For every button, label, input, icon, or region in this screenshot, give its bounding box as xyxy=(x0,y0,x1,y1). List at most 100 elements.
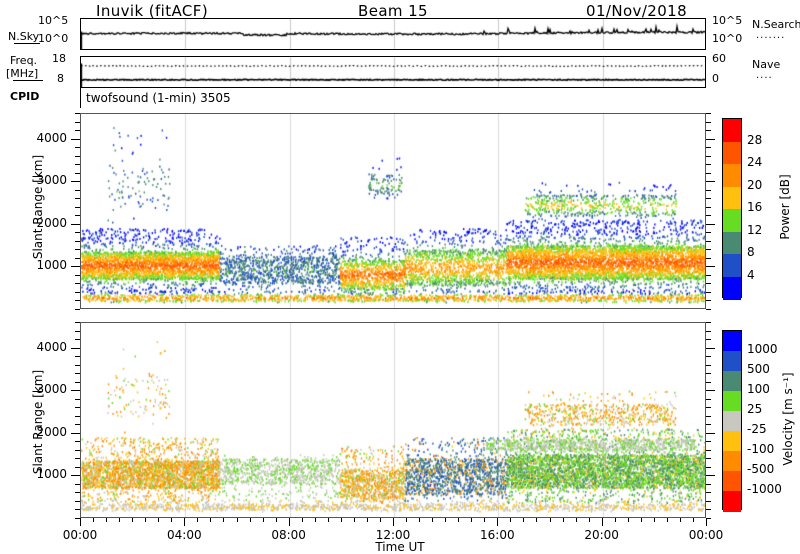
velocity-minor-tick xyxy=(706,458,711,460)
x-minor-tick xyxy=(550,518,551,522)
power-range-time-plot xyxy=(80,113,706,309)
velocity-minor-tick xyxy=(706,364,711,366)
nsearch-ytick-bottom: 10^0 xyxy=(712,32,743,45)
velocity-colorbar-tick-label: -500 xyxy=(747,462,775,476)
x-minor-tick xyxy=(693,518,694,522)
power-ytick-label: 4000 xyxy=(36,130,67,145)
power-colorbar-tick-label: 4 xyxy=(747,267,755,282)
velocity-range-time-plot xyxy=(80,322,706,518)
power-minor-tick xyxy=(75,113,80,114)
x-minor-tick xyxy=(210,518,211,522)
x-minor-tick xyxy=(106,518,107,522)
velocity-data-canvas xyxy=(81,323,705,517)
freq-ytick-top: 18 xyxy=(52,52,66,65)
power-minor-tick xyxy=(75,309,80,310)
power-colorbar-label: Power [dB] xyxy=(778,174,792,240)
x-tick-label: 00:00 xyxy=(688,528,724,542)
x-minor-tick xyxy=(145,518,146,522)
velocity-minor-tick xyxy=(75,322,80,323)
power-minor-tick xyxy=(75,189,80,191)
velocity-colorbar-segment xyxy=(723,411,741,432)
freq-nave-panel xyxy=(80,56,706,88)
velocity-colorbar-label: Velocity [m s⁻¹] xyxy=(781,372,795,466)
velocity-minor-tick xyxy=(75,339,80,341)
power-minor-tick xyxy=(706,291,711,293)
cpid-value: twofsound (1-min) 3505 xyxy=(86,91,231,105)
x-major-tick xyxy=(497,518,498,526)
power-minor-tick xyxy=(706,309,711,310)
velocity-colorbar-tick-label: -100 xyxy=(747,442,775,456)
x-minor-tick xyxy=(367,518,368,522)
nsky-trace xyxy=(81,19,705,49)
x-minor-tick xyxy=(315,518,316,522)
x-minor-tick xyxy=(589,518,590,522)
power-colorbar-segment xyxy=(723,186,741,210)
power-major-tick xyxy=(706,266,715,268)
velocity-minor-tick xyxy=(75,398,80,400)
x-major-tick xyxy=(706,518,707,526)
power-colorbar-segment xyxy=(723,209,741,233)
velocity-minor-tick xyxy=(706,500,711,502)
power-minor-tick xyxy=(75,257,80,259)
velocity-minor-tick xyxy=(706,381,711,383)
velocity-minor-tick xyxy=(706,330,711,332)
power-minor-tick xyxy=(706,164,711,166)
freq-label-underline xyxy=(13,80,43,81)
x-axis-label: Time UT xyxy=(375,540,425,554)
velocity-minor-tick xyxy=(75,518,80,519)
date-label: 01/Nov/2018 xyxy=(586,2,688,20)
power-ytick-label: 1000 xyxy=(36,258,67,273)
power-minor-tick xyxy=(706,130,711,132)
x-minor-tick xyxy=(445,518,446,522)
x-minor-tick xyxy=(237,518,238,522)
power-colorbar-tick-label: 8 xyxy=(747,245,755,259)
x-minor-tick xyxy=(328,518,329,522)
power-colorbar-tick-label: 20 xyxy=(747,177,763,192)
power-minor-tick xyxy=(706,215,711,217)
x-major-tick xyxy=(184,518,185,526)
nsearch-right-label: N.Search xyxy=(752,18,800,31)
velocity-minor-tick xyxy=(706,398,711,400)
power-minor-tick xyxy=(706,206,711,208)
velocity-colorbar-segment xyxy=(723,451,741,472)
power-major-tick xyxy=(706,138,715,140)
power-minor-tick xyxy=(75,147,80,149)
x-minor-tick xyxy=(471,518,472,522)
x-tick-label: 00:00 xyxy=(62,528,98,542)
power-minor-tick xyxy=(706,283,711,285)
x-major-tick xyxy=(393,518,394,526)
power-minor-tick xyxy=(706,300,711,302)
power-minor-tick xyxy=(75,206,80,208)
velocity-colorbar-tick-label: 25 xyxy=(747,402,763,416)
power-minor-tick xyxy=(75,155,80,157)
x-minor-tick xyxy=(654,518,655,522)
nave-right-label: Nave xyxy=(752,58,781,71)
velocity-ytick-label: 4000 xyxy=(36,339,67,354)
power-panel-ylabel: Slant Range [km] xyxy=(31,154,45,260)
velocity-minor-tick xyxy=(706,441,711,443)
velocity-minor-tick xyxy=(75,415,80,417)
nave-ytick-top: 60 xyxy=(712,52,726,65)
power-minor-tick xyxy=(75,164,80,166)
velocity-minor-tick xyxy=(75,492,80,494)
power-minor-tick xyxy=(706,113,711,114)
velocity-colorbar-tick-label: -1000 xyxy=(747,482,782,496)
power-minor-tick xyxy=(75,300,80,302)
nsearch-ytick-top: 10^5 xyxy=(712,14,743,27)
power-minor-tick xyxy=(706,172,711,174)
power-minor-tick xyxy=(706,155,711,157)
x-minor-tick xyxy=(628,518,629,522)
velocity-colorbar-tick-label: 1000 xyxy=(747,342,778,356)
velocity-major-tick xyxy=(71,390,80,392)
x-minor-tick xyxy=(158,518,159,522)
velocity-major-tick xyxy=(71,475,80,477)
power-major-tick xyxy=(71,266,80,268)
x-minor-tick xyxy=(119,518,120,522)
velocity-major-tick xyxy=(706,475,715,477)
x-minor-tick xyxy=(458,518,459,522)
nave-ytick-bottom: 0 xyxy=(712,72,719,85)
velocity-colorbar-segment xyxy=(723,431,741,452)
x-minor-tick xyxy=(406,518,407,522)
velocity-minor-tick xyxy=(706,492,711,494)
x-minor-tick xyxy=(576,518,577,522)
